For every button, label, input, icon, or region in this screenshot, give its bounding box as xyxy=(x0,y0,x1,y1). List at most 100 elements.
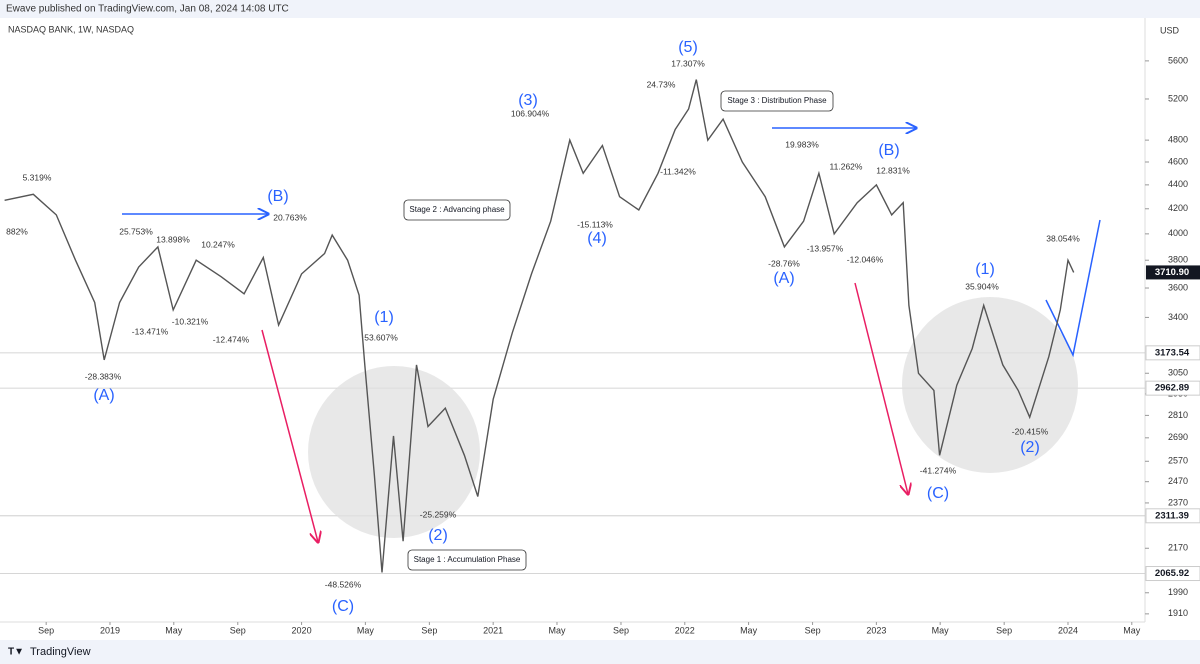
x-tick-label: May xyxy=(357,625,375,635)
arrow xyxy=(261,329,318,542)
y-tick-label: 3050 xyxy=(1168,368,1188,378)
wave-label: (C) xyxy=(332,598,354,615)
x-tick-label: 2021 xyxy=(483,625,503,635)
footer: TradingView xyxy=(30,646,91,658)
level-label-bg xyxy=(1145,345,1200,361)
level-label: 2311.39 xyxy=(1155,510,1189,521)
stage-box xyxy=(403,199,511,221)
y-tick-label: 5200 xyxy=(1168,93,1188,103)
x-tick-label: 2023 xyxy=(866,625,886,635)
y-tick-label: 2170 xyxy=(1168,543,1188,553)
level-label: 2065.92 xyxy=(1155,568,1189,579)
y-tick-label: 1990 xyxy=(1168,587,1188,597)
wave-label: (3) xyxy=(518,92,538,109)
wave-label: (1) xyxy=(374,309,394,326)
change-label: -13.471% xyxy=(132,326,169,336)
y-tick-label: 3600 xyxy=(1168,282,1188,292)
change-label: 12.831% xyxy=(876,165,910,175)
stage-label: Stage 1 : Accumulation Phase xyxy=(414,555,521,564)
y-tick-label: 2370 xyxy=(1168,497,1188,507)
change-label: 10.247% xyxy=(201,239,235,249)
change-label: -11.342% xyxy=(660,166,696,176)
header-bar xyxy=(0,0,1200,18)
x-tick-label: May xyxy=(740,625,758,635)
x-tick-label: Sep xyxy=(230,625,246,635)
x-tick-label: May xyxy=(548,625,566,635)
x-tick-label: Sep xyxy=(613,625,629,635)
x-tick-label: 2019 xyxy=(100,625,120,635)
y-tick-label: 3400 xyxy=(1168,312,1188,322)
change-label: 19.983% xyxy=(785,139,819,149)
price-line xyxy=(4,79,1075,573)
stage-label: Stage 3 : Distribution Phase xyxy=(727,96,827,105)
wave-label: (B) xyxy=(878,142,899,159)
level-label-bg xyxy=(1145,380,1200,396)
change-label: -12.474% xyxy=(213,334,250,344)
level-label-bg xyxy=(1145,508,1200,524)
highlight-circle xyxy=(308,366,480,538)
change-label: 25.753% xyxy=(119,226,153,236)
y-tick-label: 4800 xyxy=(1168,135,1188,145)
change-label: 106.904% xyxy=(511,108,550,118)
y-tick-label: 2810 xyxy=(1168,410,1188,420)
change-label: 13.898% xyxy=(156,234,190,244)
x-tick-label: May xyxy=(165,625,183,635)
change-label: -28.383% xyxy=(85,371,122,381)
x-tick-label: May xyxy=(932,625,950,635)
change-label: 5.319% xyxy=(23,172,52,182)
y-tick-label: 4600 xyxy=(1168,156,1188,166)
x-tick-label: Sep xyxy=(421,625,437,635)
wave-label: (C) xyxy=(927,485,949,502)
change-label: 53.607% xyxy=(364,332,398,342)
change-label: 24.73% xyxy=(647,79,676,89)
logo-mark: T▼ xyxy=(8,647,24,658)
change-label: -13.957% xyxy=(807,243,844,253)
wave-label: (B) xyxy=(267,188,288,205)
wave-label: (A) xyxy=(93,387,114,404)
change-label: -12.046% xyxy=(847,254,884,264)
currency: USD xyxy=(1160,25,1180,35)
y-tick-label: 2690 xyxy=(1168,432,1188,442)
stage-label: Stage 2 : Advancing phase xyxy=(409,205,505,214)
footer-bar xyxy=(0,640,1200,664)
x-tick-label: Sep xyxy=(38,625,54,635)
wave-label: (2) xyxy=(428,527,448,544)
y-tick-label: 1910 xyxy=(1168,608,1188,618)
wave-label: (1) xyxy=(975,261,995,278)
change-label: -25.259% xyxy=(420,509,457,519)
x-tick-label: 2020 xyxy=(292,625,312,635)
wave-label: (5) xyxy=(678,39,698,56)
wave-label: (4) xyxy=(587,230,607,247)
y-tick-label: 2570 xyxy=(1168,456,1188,466)
x-tick-label: 2024 xyxy=(1058,625,1078,635)
change-label: -15.113% xyxy=(577,219,613,229)
change-label: -10.321% xyxy=(172,316,209,326)
change-label: -41.274% xyxy=(920,465,957,475)
change-label: 35.904% xyxy=(965,281,999,291)
change-label: 38.054% xyxy=(1046,233,1080,243)
projection xyxy=(1045,219,1101,358)
change-label: 17.307% xyxy=(671,58,705,68)
y-tick-label: 4400 xyxy=(1168,179,1188,189)
last-price: 3710.90 xyxy=(1155,267,1189,278)
stage-box xyxy=(407,549,527,571)
publisher: Ewave published on TradingView.com, Jan … xyxy=(6,4,289,15)
change-label: 882% xyxy=(6,226,28,236)
arrow xyxy=(854,282,908,494)
level-label: 2962.89 xyxy=(1155,383,1189,394)
y-tick-label: 2470 xyxy=(1168,476,1188,486)
change-label: -28.76% xyxy=(768,258,800,268)
y-tick-label: 4200 xyxy=(1168,203,1188,213)
level-label: 3173.54 xyxy=(1155,347,1190,358)
change-label: 20.763% xyxy=(273,212,307,222)
change-label: -48.526% xyxy=(325,579,362,589)
change-label: -20.415% xyxy=(1012,426,1049,436)
wave-label: (2) xyxy=(1020,439,1040,456)
x-tick-label: Sep xyxy=(996,625,1012,635)
x-tick-label: May xyxy=(1123,625,1141,635)
stage-box xyxy=(720,90,834,112)
y-tick-label: 3800 xyxy=(1168,255,1188,265)
symbol-title: NASDAQ BANK, 1W, NASDAQ xyxy=(8,24,134,34)
wave-label: (A) xyxy=(773,270,794,287)
